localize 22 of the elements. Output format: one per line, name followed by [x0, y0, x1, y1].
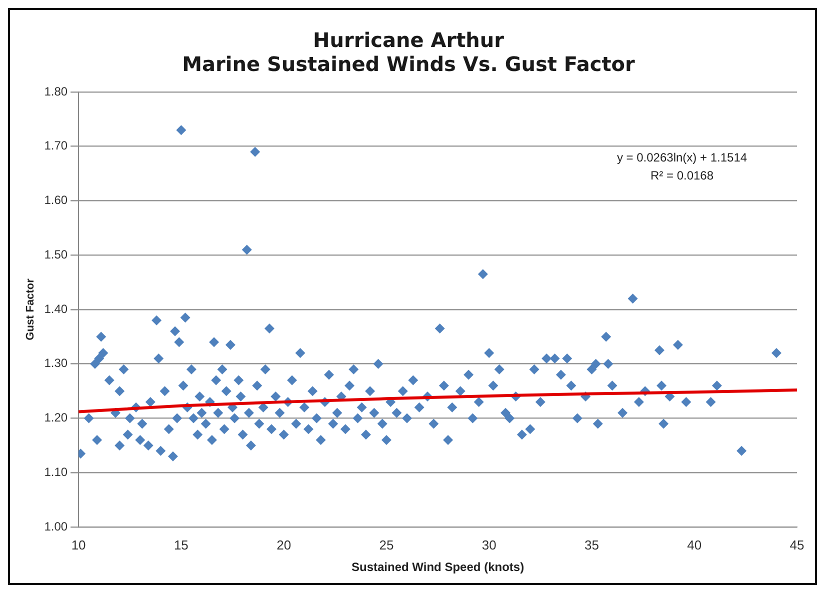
y-tick-label: 1.40 [44, 302, 68, 316]
x-tick-label: 25 [379, 537, 394, 552]
y-tick-label: 1.80 [44, 84, 68, 98]
y-tick-label: 1.70 [44, 138, 68, 153]
x-axis-title: Sustained Wind Speed (knots) [351, 560, 524, 574]
x-tick-label: 30 [482, 537, 496, 552]
y-tick-label: 1.30 [44, 356, 68, 370]
x-tick-label: 20 [276, 537, 292, 552]
x-tick-label: 15 [174, 537, 188, 552]
y-tick-label: 1.20 [44, 410, 68, 425]
y-tick-label: 1.10 [44, 464, 68, 479]
x-tick-label: 45 [790, 537, 804, 552]
annotation: R² = 0.0168 [650, 168, 714, 182]
y-tick-label: 1.60 [44, 193, 68, 208]
chart-title: Hurricane Arthur Marine Sustained Winds Vs. Gust Factor [182, 28, 636, 76]
annotation: y = 0.0263ln(x) + 1.1514 [616, 150, 748, 164]
y-tick-label: 1.00 [44, 519, 68, 534]
x-tick-label: 10 [71, 537, 86, 552]
y-axis-title: Gust Factor [24, 278, 37, 340]
y-tick-label: 1.50 [44, 247, 68, 262]
x-tick-label: 35 [584, 537, 599, 552]
x-tick-label: 40 [687, 537, 702, 552]
